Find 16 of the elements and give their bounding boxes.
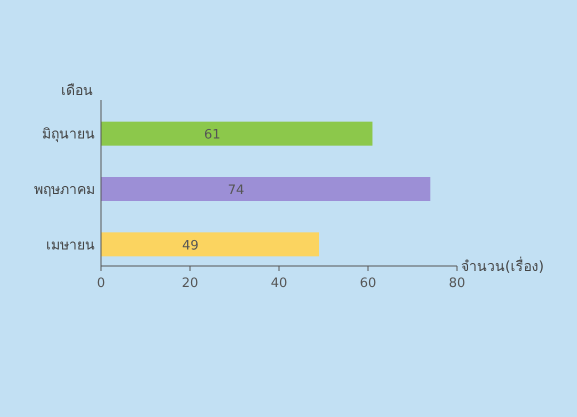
y-axis-title: เดือน [61,83,93,99]
y-tick-label: พฤษภาคม [34,182,95,198]
y-tick-label: มิถุนายน [42,126,95,143]
x-axis-title: จำนวน(เรื่อง) [461,257,544,275]
x-tick-label: 40 [270,276,288,291]
x-tick-label: 0 [96,276,106,291]
y-tick-label: เมษายน [46,237,95,254]
x-tick-label: 80 [448,276,466,291]
x-tick-label: 20 [182,276,198,291]
bar [101,177,430,201]
bar [101,122,372,146]
data-label: 49 [182,238,199,254]
data-label: 74 [228,183,244,198]
data-label: 61 [204,128,221,143]
bar [101,232,320,256]
x-tick-label: 60 [360,276,376,291]
